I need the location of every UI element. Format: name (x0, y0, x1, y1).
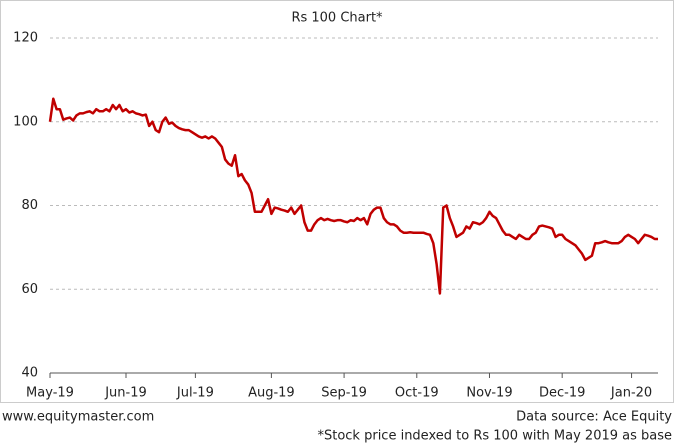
x-tick-label: Jan-20 (610, 386, 652, 401)
chart-frame (0, 0, 674, 403)
y-tick-label: 80 (21, 198, 38, 213)
y-tick-label: 40 (21, 366, 38, 381)
x-tick-label: Dec-19 (539, 386, 585, 401)
y-tick-label: 120 (13, 31, 38, 46)
x-tick-label: Aug-19 (248, 386, 295, 401)
chart-title: Rs 100 Chart* (291, 11, 383, 26)
data-source: Data source: Ace Equity (516, 410, 672, 425)
x-tick-label: Jul-19 (176, 386, 214, 401)
x-tick-label: May-19 (26, 386, 74, 401)
x-tick-label: Oct-19 (395, 386, 439, 401)
y-tick-label: 100 (13, 114, 38, 129)
y-tick-label: 60 (21, 282, 38, 297)
x-tick-label: Sep-19 (321, 386, 367, 401)
price-line (48, 97, 658, 295)
footnote: *Stock price indexed to Rs 100 with May … (317, 429, 672, 444)
source: www.equitymaster.com (2, 410, 154, 425)
x-tick-label: Nov-19 (466, 386, 512, 401)
x-tick-label: Jun-19 (104, 386, 147, 401)
